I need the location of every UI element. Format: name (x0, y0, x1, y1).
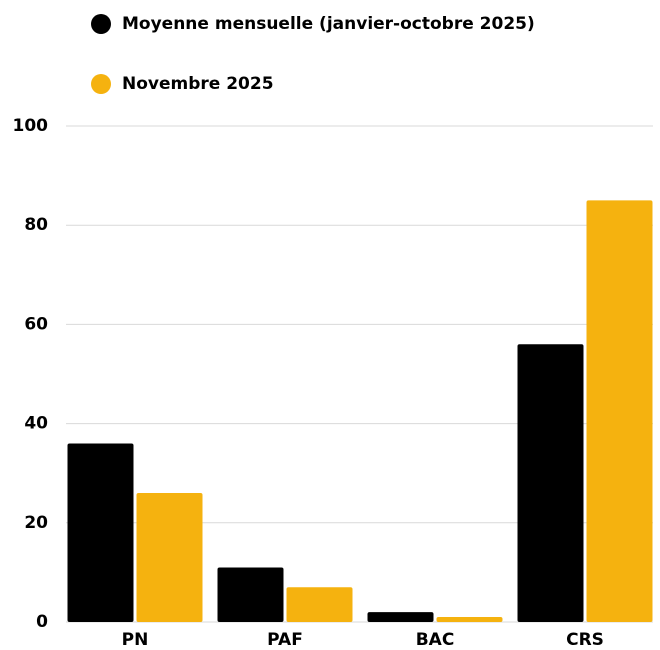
bar (367, 612, 434, 622)
bar (517, 344, 584, 622)
bar (586, 200, 653, 622)
bar (286, 587, 353, 622)
y-tick-label: 60 (24, 314, 48, 334)
bar (436, 617, 503, 622)
y-tick-label: 40 (24, 414, 48, 434)
y-tick-label: 0 (36, 612, 48, 632)
legend-swatch (91, 14, 111, 34)
x-tick-label: BAC (416, 630, 455, 650)
y-tick-label: 80 (24, 215, 48, 235)
bar (217, 567, 284, 622)
legend-label: Moyenne mensuelle (janvier-octobre 2025) (122, 14, 535, 34)
x-tick-label: CRS (566, 630, 604, 650)
bar (67, 443, 134, 622)
y-tick-label: 20 (24, 513, 48, 533)
x-tick-label: PAF (267, 630, 303, 650)
x-tick-label: PN (122, 630, 149, 650)
legend-label: Novembre 2025 (122, 74, 274, 94)
legend-swatch (91, 74, 111, 94)
y-tick-label: 100 (13, 116, 49, 136)
bar (136, 493, 203, 622)
